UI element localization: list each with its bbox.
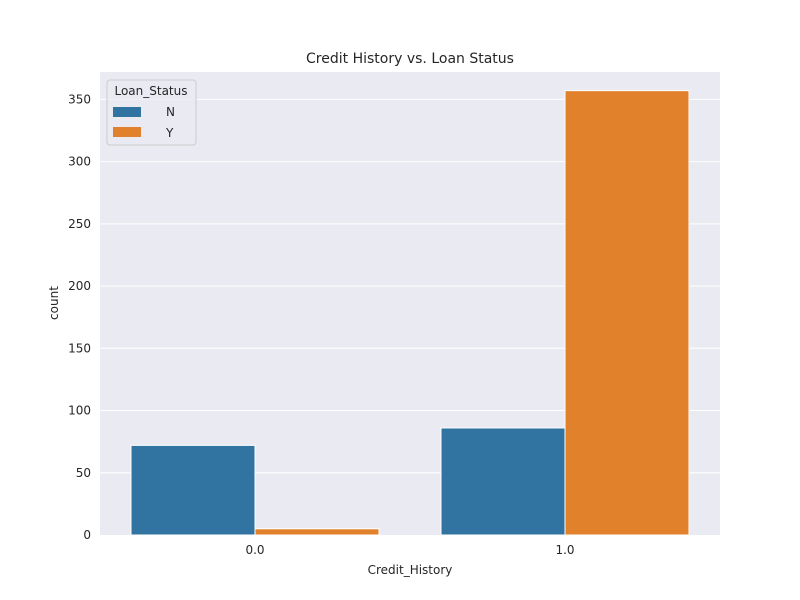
bars xyxy=(130,90,690,536)
legend-swatch-n xyxy=(113,107,141,117)
bar-y-0 xyxy=(254,528,380,536)
x-tick-label: 0.0 xyxy=(245,543,264,557)
legend: Loan_Status N Y xyxy=(106,79,197,146)
y-axis-label: count xyxy=(47,286,61,320)
y-tick-label: 0 xyxy=(83,528,91,542)
bar-n-0 xyxy=(130,444,256,536)
y-tick-label: 150 xyxy=(68,341,91,355)
x-tick-labels: 0.0 1.0 xyxy=(245,543,574,557)
y-tick-label: 100 xyxy=(68,404,91,418)
legend-label-y: Y xyxy=(165,126,174,140)
y-tick-label: 250 xyxy=(68,217,91,231)
bar-n-1 xyxy=(440,427,566,536)
y-tick-label: 350 xyxy=(68,92,91,106)
bar-y-1 xyxy=(564,90,690,536)
legend-title: Loan_Status xyxy=(114,84,187,98)
chart-title: Credit History vs. Loan Status xyxy=(306,51,514,67)
y-tick-label: 50 xyxy=(76,466,91,480)
x-axis-label: Credit_History xyxy=(368,563,453,577)
legend-swatch-y xyxy=(113,127,141,137)
y-tick-label: 300 xyxy=(68,155,91,169)
y-tick-labels: 0 50 100 150 200 250 300 350 xyxy=(68,92,91,542)
legend-label-n: N xyxy=(166,105,175,119)
y-tick-label: 200 xyxy=(68,279,91,293)
x-tick-label: 1.0 xyxy=(555,543,574,557)
